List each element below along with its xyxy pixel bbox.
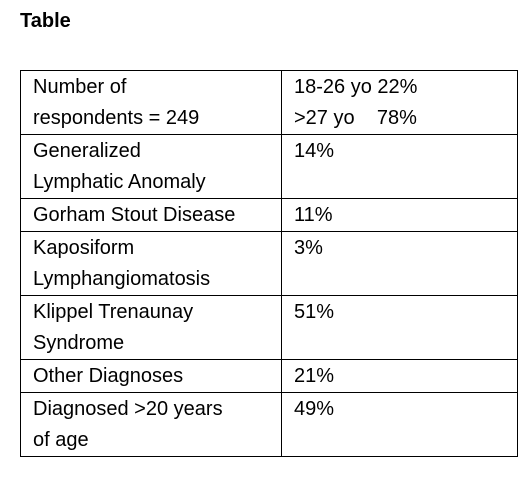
cell-text: Klippel Trenaunay (33, 301, 194, 323)
cell-text: Syndrome (33, 332, 125, 354)
table-cell: 18-26 yo 22% >27 yo 78% (281, 70, 518, 135)
table-cell: Klippel Trenaunay Syndrome (20, 295, 282, 360)
table-cell: 49% (281, 392, 518, 457)
table-row: Number of respondents = 249 18-26 yo 22% >2… (20, 70, 518, 135)
table-row: Klippel Trenaunay Syndrome 51% (20, 295, 518, 360)
cell-text: Lymphangiomatosis (33, 268, 211, 290)
cell-text: Gorham Stout Disease (33, 204, 236, 226)
title: Table (20, 10, 71, 32)
cell-text: of age (33, 429, 89, 451)
table-row: Other Diagnoses 21% (20, 359, 518, 393)
table-cell: 21% (281, 359, 518, 393)
table-cell: Gorham Stout Disease (20, 198, 282, 232)
table-row: Generalized Lymphatic Anomaly 14% (20, 134, 518, 199)
cell-text: Kaposiform (33, 237, 135, 259)
table-cell: Number of respondents = 249 (20, 70, 282, 135)
cell-text: respondents = 249 (33, 107, 200, 129)
table-cell: 14% (281, 134, 518, 199)
cell-text: Other Diagnoses (33, 365, 184, 387)
cell-text: >27 yo 78% (294, 107, 417, 129)
table-body: Number of respondents = 249 18-26 yo 22% >2… (20, 70, 518, 457)
cell-text: Number of (33, 76, 127, 98)
cell-text: 21% (294, 365, 335, 387)
table-cell: 11% (281, 198, 518, 232)
cell-text: 14% (294, 140, 335, 162)
table-cell: Generalized Lymphatic Anomaly (20, 134, 282, 199)
cell-text: 3% (294, 237, 323, 259)
table-cell: Other Diagnoses (20, 359, 282, 393)
table-row: Diagnosed >20 years of age 49% (20, 392, 518, 457)
table-row: Gorham Stout Disease 11% (20, 198, 518, 232)
cell-text: 49% (294, 398, 335, 420)
cell-text: 51% (294, 301, 335, 323)
cell-text: 18-26 yo 22% (294, 76, 418, 98)
cell-text: 11% (294, 204, 333, 226)
table-cell: Diagnosed >20 years of age (20, 392, 282, 457)
cell-text: Diagnosed >20 years (33, 398, 223, 420)
cell-text: Generalized (33, 140, 141, 162)
table-cell: Kaposiform Lymphangiomatosis (20, 231, 282, 296)
table: Number of respondents = 249 18-26 yo 22% >2… (20, 70, 518, 457)
cell-text: Lymphatic Anomaly (33, 171, 206, 193)
table-cell: 3% (281, 231, 518, 296)
table-row: Kaposiform Lymphangiomatosis 3% (20, 231, 518, 296)
table-cell: 51% (281, 295, 518, 360)
